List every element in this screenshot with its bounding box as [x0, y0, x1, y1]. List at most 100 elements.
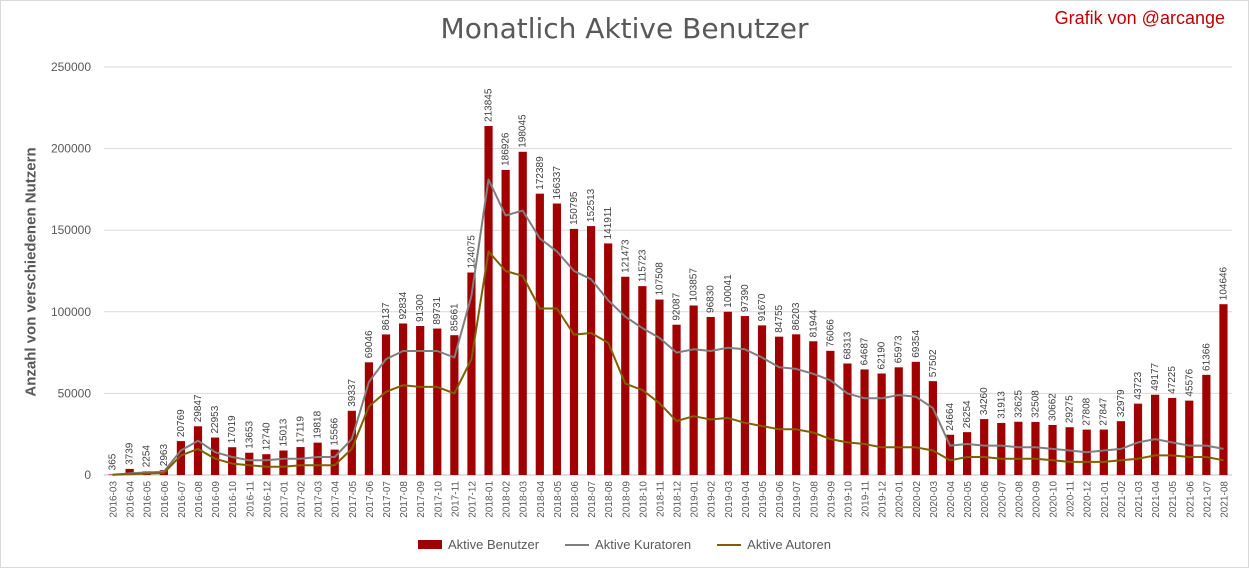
bar	[125, 468, 134, 475]
bar	[1202, 374, 1211, 475]
bar	[672, 324, 681, 475]
x-tick-label: 2018-05	[553, 481, 564, 518]
bar	[398, 323, 408, 475]
data-label: 69046	[364, 330, 375, 358]
bar	[757, 325, 767, 475]
bar	[997, 422, 1006, 475]
data-label: 96830	[706, 285, 717, 313]
bar	[1168, 397, 1177, 475]
x-tick-label: 2019-04	[741, 481, 752, 518]
data-label: 13653	[244, 420, 255, 448]
bar	[586, 226, 596, 475]
data-label: 100041	[723, 274, 734, 308]
x-tick-label: 2021-04	[1151, 481, 1162, 518]
data-label: 92834	[398, 291, 409, 319]
x-tick-label: 2019-02	[707, 481, 718, 518]
bar	[1031, 421, 1040, 475]
bar	[467, 272, 476, 475]
x-tick-label: 2017-05	[348, 481, 359, 518]
data-label: 69354	[911, 330, 922, 358]
grid-layer	[104, 66, 1232, 476]
chart-credit: Grafik von @arcange	[1054, 8, 1225, 28]
x-tick-label: 2020-11	[1066, 481, 1077, 517]
legend-swatch-users	[418, 540, 442, 549]
data-label: 49177	[1150, 362, 1161, 390]
legend-item-users: Aktive Benutzer	[418, 537, 539, 552]
data-label: 20769	[176, 409, 187, 437]
x-tick-label: 2021-03	[1134, 481, 1145, 518]
data-label: 32508	[1031, 390, 1042, 418]
data-label: 91670	[757, 293, 768, 321]
data-label: 166337	[552, 166, 563, 200]
data-label: 2963	[159, 443, 170, 466]
x-tick-label: 2017-04	[331, 481, 342, 518]
x-tick-label: 2016-08	[194, 481, 205, 518]
bar	[689, 305, 698, 475]
bar	[552, 203, 562, 475]
x-tick-label: 2018-02	[502, 481, 513, 518]
x-tick-label: 2020-01	[895, 481, 906, 518]
bar	[706, 316, 715, 475]
x-tick-label: 2016-12	[262, 481, 273, 518]
x-tick-label: 2018-11	[656, 481, 667, 517]
x-tick-label: 2018-12	[673, 481, 684, 518]
x-tick-label: 2019-07	[792, 481, 803, 518]
data-label: 76066	[825, 319, 836, 347]
data-label: 86203	[791, 302, 802, 330]
data-label: 152513	[586, 188, 597, 222]
data-label: 22953	[210, 405, 221, 433]
bar	[416, 325, 425, 475]
bar	[911, 361, 920, 475]
x-tick-label: 2021-06	[1185, 481, 1196, 518]
data-label: 17019	[227, 415, 238, 443]
data-label: 81944	[808, 309, 819, 337]
bar	[1014, 421, 1023, 475]
x-tick-label: 2019-05	[758, 481, 769, 518]
data-label: 141911	[603, 206, 614, 239]
data-label: 24664	[945, 402, 956, 430]
x-tick-label: 2020-09	[1032, 481, 1043, 518]
legend-label-curators: Aktive Kuratoren	[595, 537, 692, 552]
x-tick-label: 2019-09	[826, 481, 837, 518]
bar	[433, 328, 442, 475]
bar	[569, 228, 579, 475]
line-layer	[112, 178, 1224, 476]
series-line-authors	[112, 250, 1224, 476]
data-label: 86137	[381, 302, 392, 330]
data-label: 27847	[1099, 397, 1110, 425]
bar	[860, 369, 869, 475]
bar	[296, 447, 305, 475]
x-tick-label: 2019-08	[809, 481, 820, 518]
bar	[245, 452, 254, 475]
data-label: 2254	[142, 445, 153, 468]
x-tick-label: 2020-03	[929, 481, 940, 518]
y-tick-label: 0	[84, 468, 91, 482]
bar	[638, 286, 647, 475]
legend-item-curators: Aktive Kuratoren	[565, 537, 691, 552]
x-tick-label: 2017-10	[433, 481, 444, 518]
data-label: 29847	[193, 394, 204, 422]
x-tick-label: 2017-02	[297, 481, 308, 518]
bar	[809, 341, 818, 475]
x-tick-label: 2017-01	[280, 481, 291, 518]
data-label: 15566	[330, 417, 341, 445]
x-tick-label: 2017-09	[416, 481, 427, 518]
data-label: 150795	[569, 191, 580, 225]
x-tick-label: 2016-04	[126, 481, 137, 518]
x-tick-label: 2016-05	[143, 481, 154, 518]
data-label: 32625	[1013, 390, 1024, 418]
x-tick-label: 2019-03	[724, 481, 735, 518]
x-tick-label: 2020-12	[1083, 481, 1094, 518]
bar	[1099, 429, 1108, 475]
data-label: 103857	[689, 268, 700, 302]
bar	[364, 362, 374, 475]
data-label: 172389	[535, 156, 546, 190]
data-label: 12740	[261, 422, 272, 450]
data-label: 62190	[877, 341, 888, 369]
x-tick-label: 2016-09	[211, 481, 222, 518]
data-label: 85661	[449, 303, 460, 331]
data-label: 89731	[432, 296, 443, 324]
x-tick-label: 2021-07	[1202, 481, 1213, 518]
chart-legend: Aktive Benutzer Aktive Kuratoren Aktive …	[0, 537, 1249, 552]
